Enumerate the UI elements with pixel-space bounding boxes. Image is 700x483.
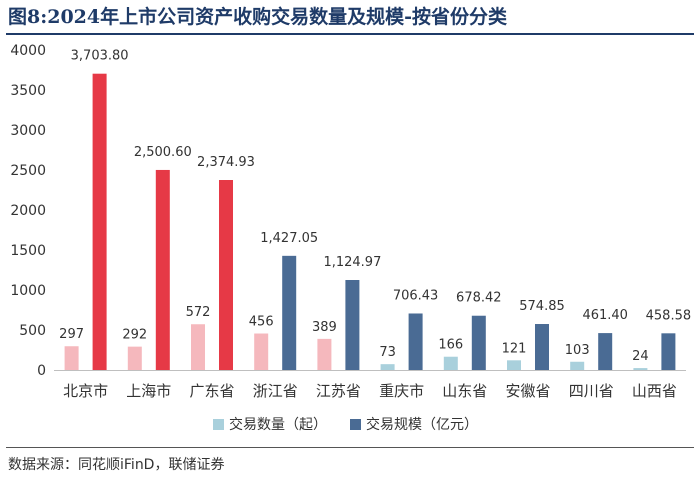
bar-count-8 (570, 361, 585, 370)
bar-count-0 (64, 346, 79, 370)
label-scale-6: 678.42 (456, 291, 502, 306)
bar-scale-8 (598, 333, 613, 370)
y-tick-label-6: 3000 (10, 123, 46, 139)
x-tick-label-3: 浙江省 (253, 382, 298, 400)
x-tick-label-8: 四川省 (569, 382, 614, 400)
legend: 交易数量（起） 交易规模（亿元） (213, 416, 478, 433)
label-count-2: 572 (186, 305, 211, 320)
label-scale-7: 574.85 (519, 299, 565, 314)
y-tick-label-1: 500 (19, 323, 46, 339)
x-tick-label-4: 江苏省 (316, 382, 361, 400)
label-count-0: 297 (59, 327, 84, 342)
bar-series (64, 73, 676, 371)
x-tick-label-5: 重庆市 (379, 382, 424, 400)
bar-scale-1 (155, 169, 170, 370)
y-tick-label-4: 2000 (10, 203, 46, 219)
bar-scale-0 (92, 73, 107, 371)
label-count-7: 121 (502, 341, 527, 356)
bar-count-2 (191, 324, 205, 370)
y-tick-label-0: 0 (37, 363, 46, 379)
label-count-8: 103 (565, 343, 590, 358)
y-tick-label-2: 1000 (10, 283, 46, 299)
label-scale-5: 706.43 (393, 288, 439, 303)
bar-count-7 (507, 360, 521, 370)
bar-scale-7 (535, 324, 549, 370)
bar-scale-2 (219, 180, 233, 370)
label-scale-8: 461.40 (582, 308, 628, 323)
legend-swatch-scale (350, 419, 361, 430)
bar-count-4 (317, 338, 332, 370)
label-scale-4: 1,124.97 (323, 255, 381, 270)
data-labels: 297 3,703.80 292 2,500.60 572 2,374.93 456 1,42… (59, 49, 691, 364)
bar-count-1 (127, 346, 142, 370)
bar-count-9 (633, 368, 648, 370)
legend-swatch-count (213, 419, 224, 430)
x-tick-label-0: 北京市 (63, 382, 108, 400)
x-tick-label-1: 上海市 (126, 382, 171, 400)
label-scale-3: 1,427.05 (260, 231, 318, 246)
bar-scale-4 (345, 280, 360, 370)
legend-label-count: 交易数量（起） (229, 416, 327, 433)
y-tick-label-5: 2500 (10, 163, 46, 179)
chart-title: 图8:2024年上市公司资产收购交易数量及规模-按省份分类 (8, 6, 508, 28)
y-tick-label-7: 3500 (10, 83, 46, 99)
label-count-1: 292 (122, 328, 147, 343)
x-axis: 北京市 上海市 广东省 浙江省 江苏省 重庆市 山东省 安徽省 四川省 山西省 (54, 370, 686, 400)
title-underline (6, 33, 694, 35)
x-tick-label-7: 安徽省 (505, 382, 550, 400)
source-note: 数据来源：同花顺iFinD，联储证券 (8, 457, 225, 473)
source-divider (6, 447, 694, 448)
label-count-4: 389 (312, 320, 337, 335)
label-scale-9: 458.58 (646, 308, 692, 323)
legend-label-scale: 交易规模（亿元） (366, 416, 478, 433)
y-axis: 0 500 1000 1500 2000 2500 3000 3500 4000 (10, 43, 46, 379)
bar-scale-3 (282, 255, 297, 370)
bar-count-6 (443, 356, 458, 370)
label-scale-0: 3,703.80 (71, 49, 129, 64)
bar-count-3 (254, 333, 269, 370)
label-count-9: 24 (632, 349, 649, 364)
x-tick-label-2: 广东省 (189, 382, 234, 400)
bar-scale-6 (471, 315, 486, 370)
label-count-3: 456 (249, 315, 274, 330)
label-count-5: 73 (379, 345, 396, 360)
bar-count-5 (380, 364, 395, 370)
y-tick-label-3: 1500 (10, 243, 46, 259)
bar-chart: 0 500 1000 1500 2000 2500 3000 3500 4000 北京市 上海市广… (10, 43, 691, 433)
bar-scale-5 (408, 313, 423, 370)
x-tick-label-9: 山西省 (632, 382, 677, 400)
label-count-6: 166 (438, 338, 463, 353)
y-tick-label-8: 4000 (10, 43, 46, 59)
x-tick-label-6: 山东省 (442, 382, 487, 400)
label-scale-2: 2,374.93 (197, 155, 255, 170)
bar-scale-9 (661, 333, 676, 370)
label-scale-1: 2,500.60 (134, 145, 192, 160)
